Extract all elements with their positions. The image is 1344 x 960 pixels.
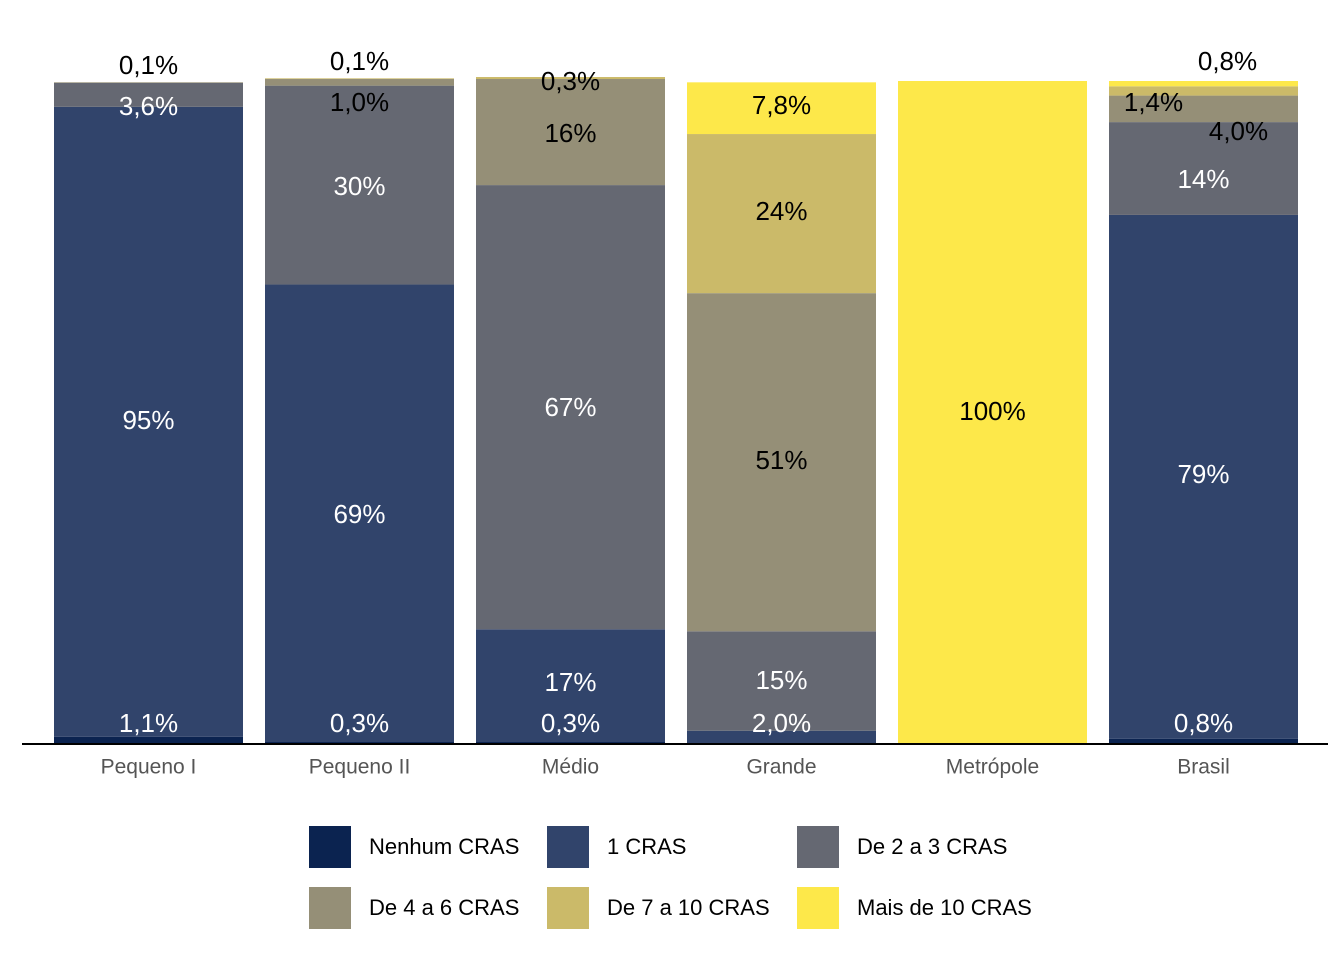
legend-label: De 4 a 6 CRAS (369, 895, 519, 920)
data-label: 0,3% (541, 66, 600, 96)
bar-segment (1109, 95, 1298, 123)
bar-segment (54, 82, 243, 83)
legend-swatch (547, 887, 589, 929)
bar-segment (476, 77, 665, 80)
data-label: 24% (755, 196, 807, 226)
bar-segment (265, 85, 454, 285)
data-label: 30% (333, 171, 385, 201)
data-label: 4,0% (1209, 116, 1268, 146)
bar-segment (54, 736, 243, 744)
bar-segment (265, 284, 454, 743)
data-label: 0,8% (1198, 46, 1257, 76)
legend-swatch (797, 826, 839, 868)
bar-segment (898, 81, 1087, 744)
data-label: 95% (122, 405, 174, 435)
data-label: 14% (1177, 164, 1229, 194)
x-tick-label: Grande (746, 756, 816, 779)
data-label: 0,3% (541, 708, 600, 738)
data-label: 1,4% (1124, 87, 1183, 117)
legend-label: De 7 a 10 CRAS (607, 895, 770, 920)
legend-label: Nenhum CRAS (369, 834, 519, 859)
legend-swatch (797, 887, 839, 929)
legend-label: Mais de 10 CRAS (857, 895, 1032, 920)
data-label: 1,0% (330, 87, 389, 117)
data-label: 67% (544, 392, 596, 422)
bar-segment (1109, 86, 1298, 96)
x-tick-label: Metrópole (946, 756, 1039, 779)
x-tick-label: Médio (542, 756, 599, 779)
bar-segment (476, 629, 665, 743)
data-label: 1,1% (119, 708, 178, 738)
data-label: 0,8% (1174, 708, 1233, 738)
legend-label: De 2 a 3 CRAS (857, 834, 1007, 859)
data-label: 51% (755, 445, 807, 475)
bar-segment (1109, 214, 1298, 739)
data-label: 69% (333, 499, 385, 529)
bar-segment (687, 134, 876, 294)
bar-segment (1109, 738, 1298, 744)
bar-segment (687, 730, 876, 744)
data-label: 15% (755, 665, 807, 695)
data-label: 79% (1177, 459, 1229, 489)
bar-segment (687, 82, 876, 135)
legend-swatch (309, 826, 351, 868)
data-label: 0,1% (119, 50, 178, 80)
legend-swatch (309, 887, 351, 929)
data-label: 17% (544, 667, 596, 697)
data-label: 3,6% (119, 91, 178, 121)
data-label: 0,3% (330, 708, 389, 738)
data-label: 7,8% (752, 90, 811, 120)
data-label: 0,1% (330, 46, 389, 76)
x-tick-label: Pequeno II (309, 756, 411, 779)
bar-segment (476, 185, 665, 630)
data-label: 100% (959, 396, 1026, 426)
bar-segment (476, 79, 665, 186)
bar-segment (687, 631, 876, 731)
data-label: 2,0% (752, 708, 811, 738)
legend-label: 1 CRAS (607, 834, 686, 859)
x-tick-label: Brasil (1177, 756, 1230, 779)
x-tick-label: Pequeno I (101, 756, 197, 779)
bar-segment (1109, 81, 1298, 87)
bar-segment (54, 82, 243, 107)
bar-segment (265, 79, 454, 86)
legend-swatch (547, 826, 589, 868)
bar-segment (1109, 122, 1298, 215)
bar-segment (265, 78, 454, 80)
bar-segment (687, 293, 876, 632)
bar-segment (54, 106, 243, 737)
data-label: 16% (544, 118, 596, 148)
